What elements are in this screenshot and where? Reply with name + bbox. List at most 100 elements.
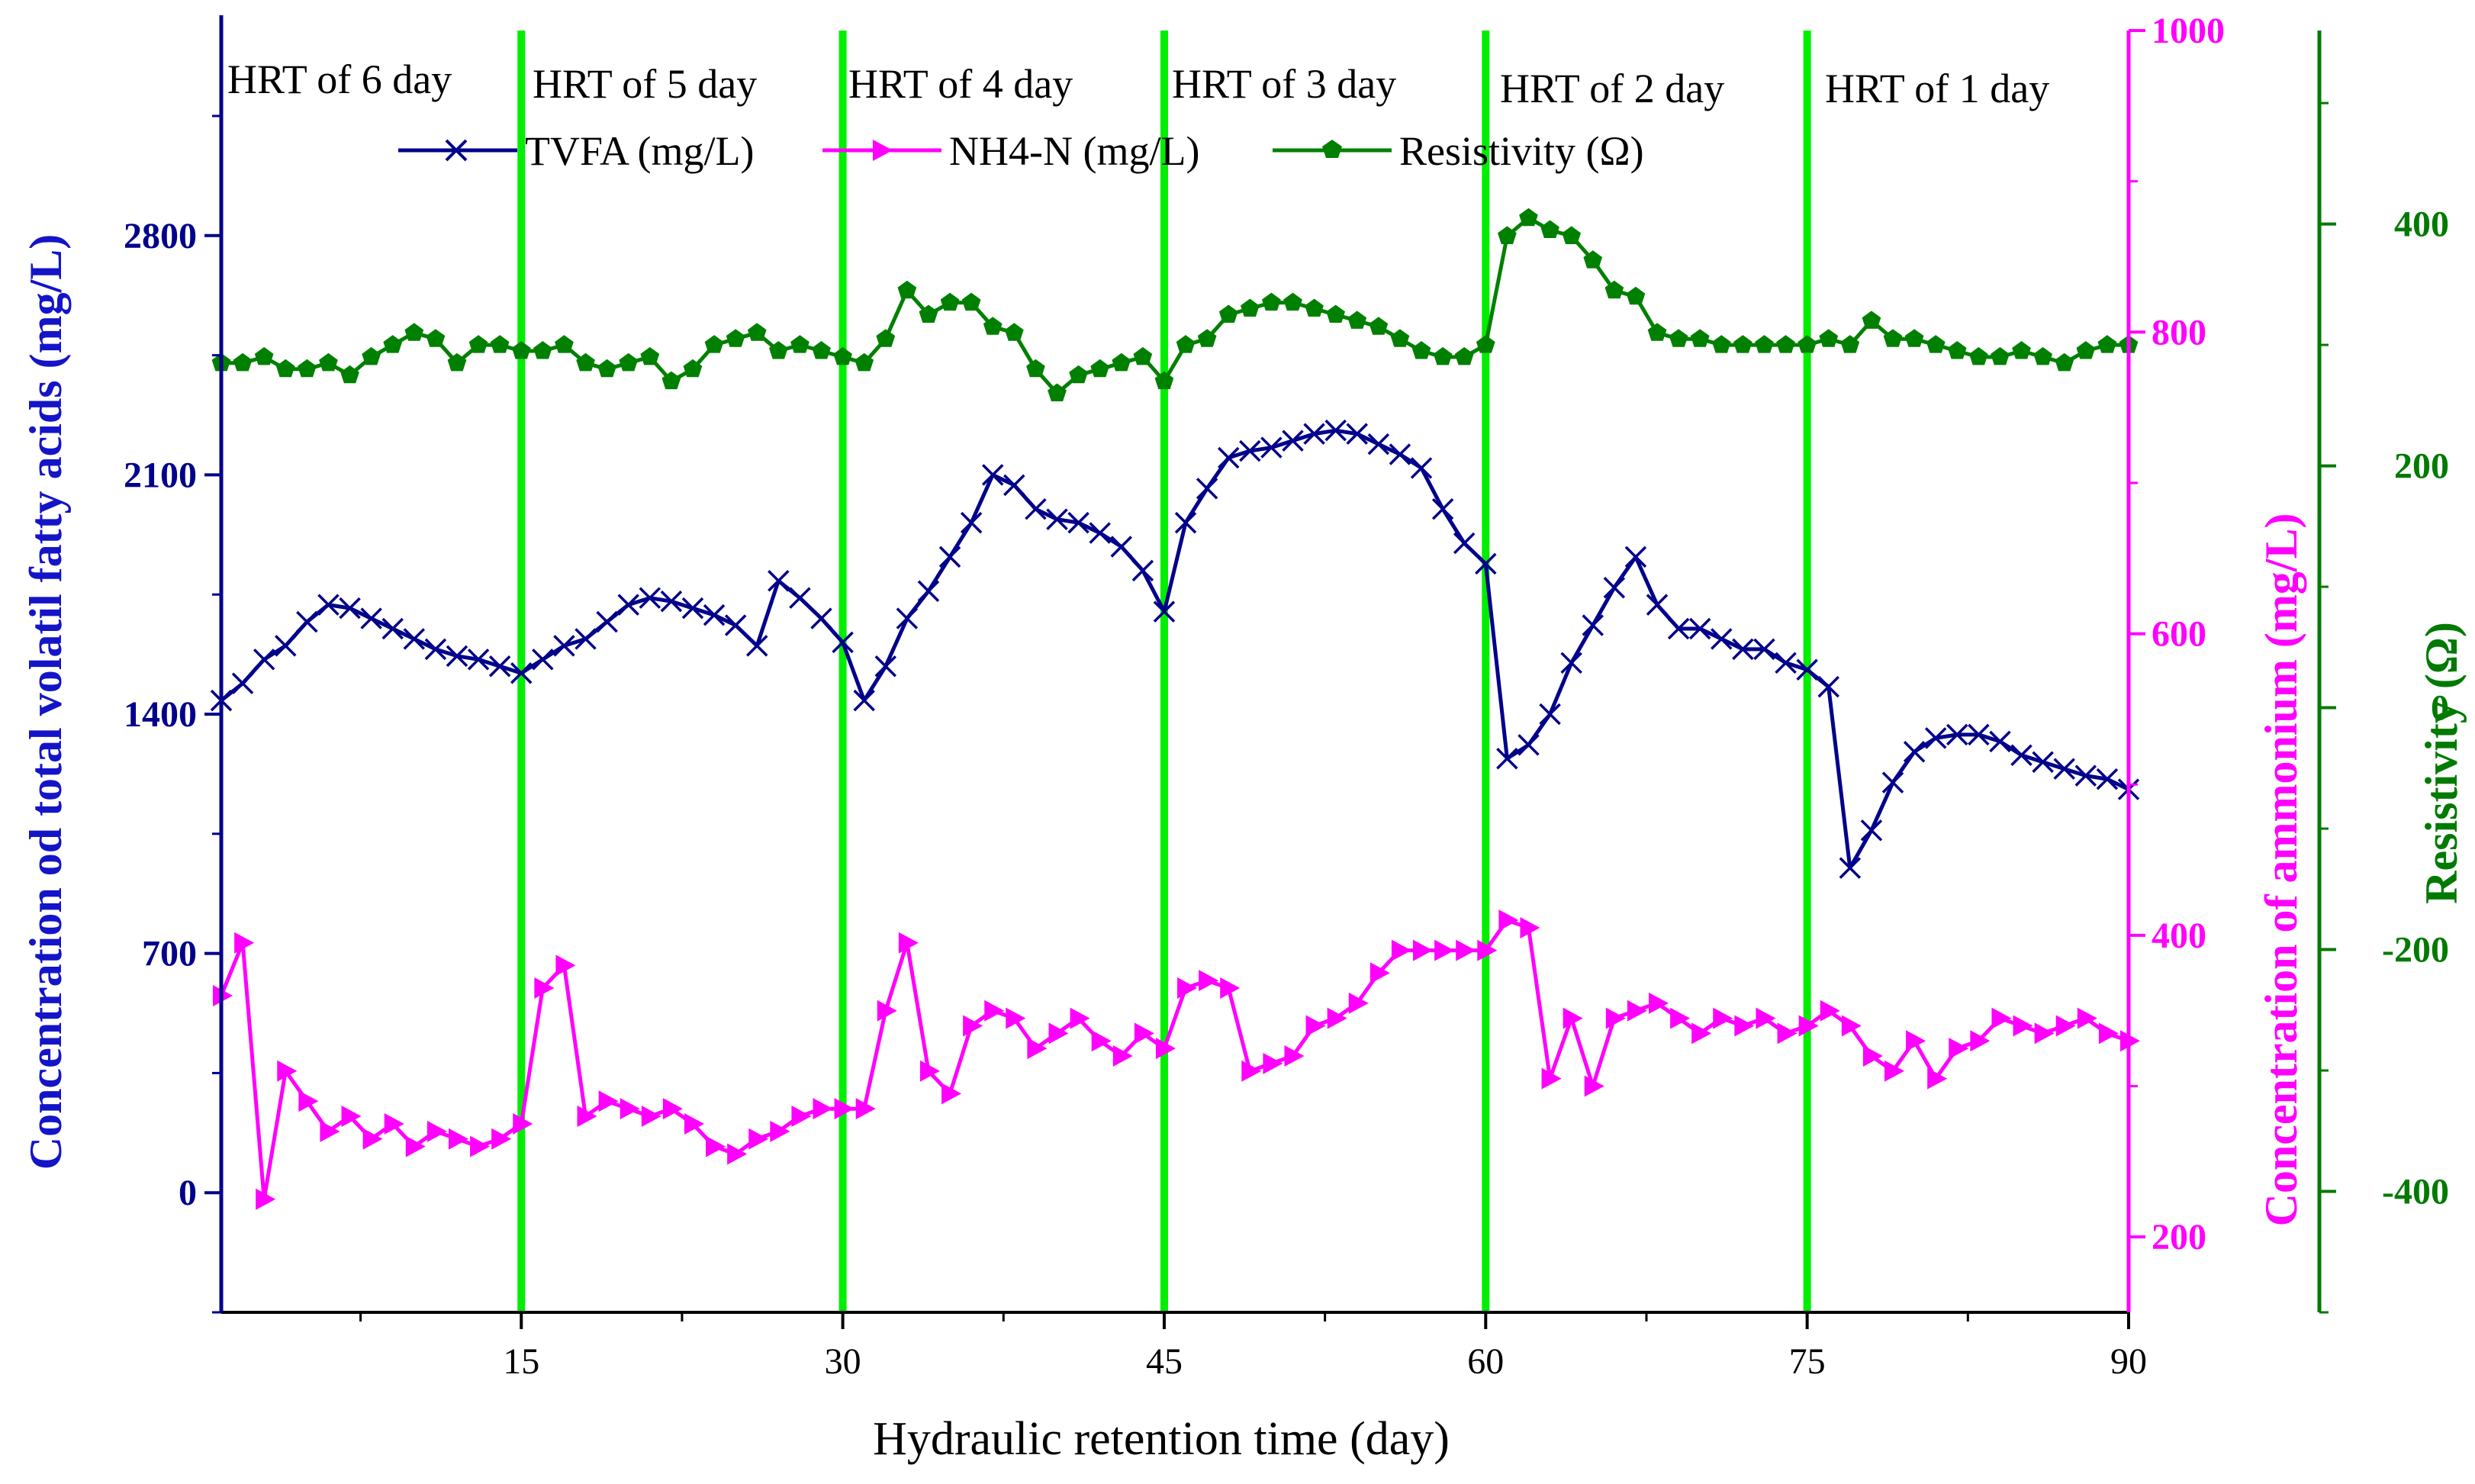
data-point (897, 280, 917, 299)
data-point (577, 1106, 597, 1128)
data-point (1153, 600, 1176, 623)
data-point (1732, 638, 1754, 661)
data-point (620, 1098, 640, 1120)
data-point (1091, 1030, 1112, 1052)
data-point (2074, 765, 2097, 787)
data-point (1456, 939, 1476, 961)
data-point (1391, 939, 1411, 961)
data-point (234, 932, 255, 954)
data-point (2012, 341, 2031, 359)
x-tick-label: 75 (1789, 1341, 1826, 1382)
data-point (1518, 734, 1540, 756)
data-point (919, 1060, 940, 1082)
data-point (1305, 298, 1324, 317)
data-point (511, 341, 531, 359)
data-point (639, 587, 661, 609)
data-point (1112, 1045, 1133, 1067)
data-point (1713, 1007, 1733, 1029)
data-point (1862, 1045, 1883, 1067)
data-point (1582, 614, 1604, 636)
data-point (1946, 723, 1968, 746)
data-point (1627, 1000, 1647, 1022)
data-point (1519, 208, 1538, 227)
data-point (1883, 329, 1903, 347)
data-point (1562, 226, 1581, 244)
phase-label-hrt-2: HRT of 2 day (1500, 66, 1724, 111)
data-point (1777, 1022, 1798, 1045)
data-point (1110, 536, 1133, 558)
data-point (791, 1106, 812, 1128)
data-point (574, 628, 597, 650)
phase-label-hrt-1: HRT of 1 day (1825, 66, 2049, 111)
data-point (555, 335, 574, 353)
data-point (533, 341, 552, 359)
data-point (298, 359, 317, 378)
data-point (1196, 478, 1218, 500)
legend-marker-tvfa (445, 139, 468, 162)
data-point (896, 607, 919, 629)
data-point (447, 352, 467, 372)
data-point (1798, 1015, 1819, 1037)
data-point (231, 672, 254, 694)
data-point (513, 1112, 533, 1135)
y-resistivity-tick-label: -400 (2382, 1172, 2449, 1212)
data-point (1603, 577, 1626, 599)
y-resistivity-tick-label: 0 (2431, 688, 2449, 729)
y-ammonium-tick-label: 200 (2152, 1217, 2206, 1257)
data-point (1647, 323, 1667, 341)
data-point (1260, 436, 1283, 459)
phase-label-hrt-5: HRT of 5 day (533, 61, 757, 107)
data-point (1711, 628, 1733, 650)
data-point (596, 610, 618, 633)
data-point (277, 1060, 298, 1082)
data-point (1197, 329, 1217, 347)
data-point (1263, 1052, 1283, 1074)
data-point (424, 638, 447, 661)
y-axis-label-resistivity: Resistivity (Ω) (2416, 622, 2467, 904)
data-point (641, 1106, 661, 1128)
data-point (1089, 522, 1111, 544)
data-point (510, 662, 533, 684)
data-point (1090, 359, 1109, 378)
data-point (1282, 430, 1304, 452)
data-point (2013, 1015, 2033, 1037)
data-point (704, 335, 724, 353)
data-point (2077, 1007, 2097, 1029)
y-left-tick-label: 2800 (124, 216, 197, 256)
data-point (1498, 226, 1517, 244)
data-point (1949, 1038, 1969, 1060)
data-point (2096, 768, 2119, 790)
data-point (534, 977, 555, 1000)
data-point (426, 1120, 447, 1142)
data-point (1220, 977, 1241, 1000)
data-point (874, 655, 897, 678)
data-point (877, 1000, 897, 1022)
data-point (1796, 658, 1818, 681)
data-point (317, 594, 340, 616)
series-tvfa (210, 419, 2140, 879)
data-point (1669, 329, 1688, 347)
data-point (1070, 1007, 1090, 1029)
data-point (1753, 638, 1775, 661)
data-point (1734, 1015, 1755, 1037)
data-point (1539, 703, 1561, 726)
data-point (855, 1098, 876, 1120)
data-point (940, 292, 960, 311)
y-axis-label-left: Concentration od total volatil fatty aci… (21, 234, 71, 1170)
y-left-tick-label: 1400 (124, 694, 197, 735)
data-point (917, 580, 940, 602)
data-point (1174, 511, 1197, 534)
data-point (919, 304, 938, 323)
data-point (833, 346, 852, 365)
data-point (1820, 1000, 1840, 1022)
y-left-tick-label: 0 (179, 1173, 197, 1213)
data-point (1604, 280, 1624, 299)
data-point (1390, 329, 1410, 347)
data-point (706, 1135, 726, 1157)
data-point (662, 1098, 683, 1120)
data-point (790, 335, 809, 353)
data-point (2032, 751, 2054, 773)
data-point (660, 590, 683, 613)
data-point (748, 1128, 769, 1150)
